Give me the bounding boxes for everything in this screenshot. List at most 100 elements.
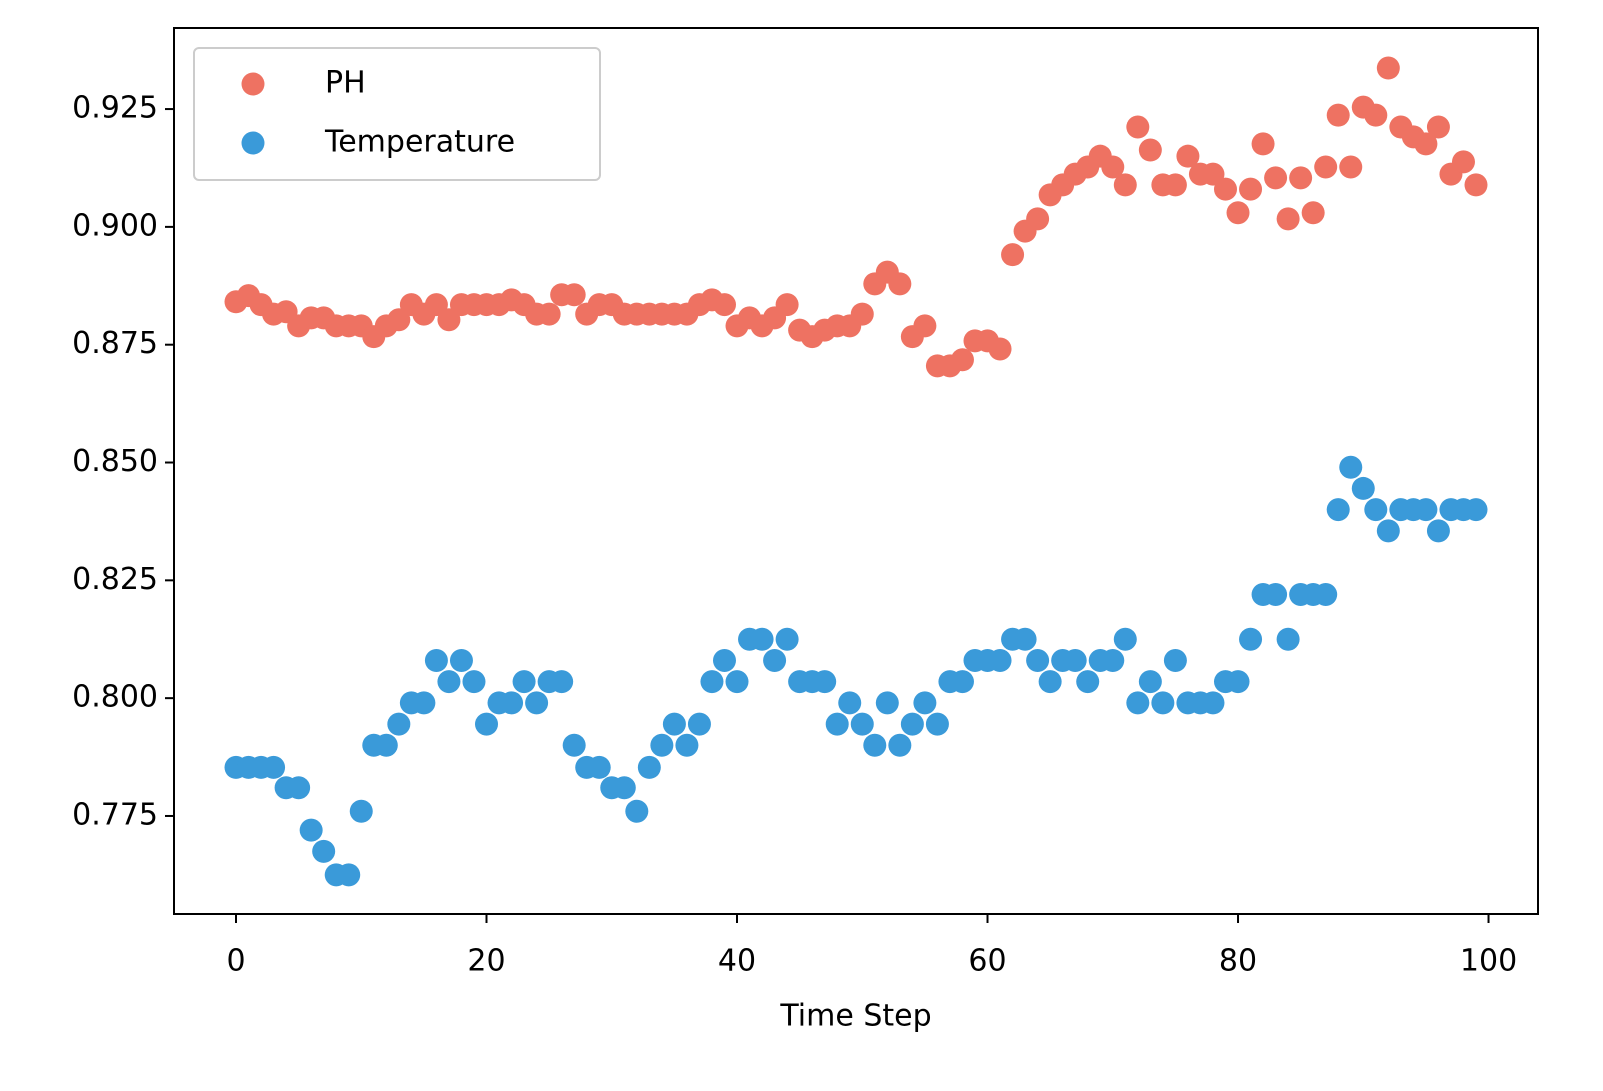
data-point xyxy=(1101,648,1125,672)
data-point xyxy=(262,755,286,779)
y-tick-label: 0.825 xyxy=(72,562,158,597)
data-point xyxy=(1138,138,1162,162)
data-point xyxy=(1038,670,1062,694)
data-point xyxy=(312,839,336,863)
data-point xyxy=(299,818,323,842)
data-point xyxy=(1301,201,1325,225)
data-point xyxy=(637,755,661,779)
data-point xyxy=(913,691,937,715)
data-point xyxy=(287,776,311,800)
data-point xyxy=(424,293,448,317)
data-point xyxy=(850,712,874,736)
data-point xyxy=(1076,670,1100,694)
data-point xyxy=(587,755,611,779)
y-tick-label: 0.925 xyxy=(72,91,158,126)
data-point xyxy=(562,283,586,307)
data-point xyxy=(1239,627,1263,651)
data-point xyxy=(437,308,461,332)
data-point xyxy=(1276,627,1300,651)
data-point xyxy=(675,733,699,757)
data-point xyxy=(813,670,837,694)
data-point xyxy=(825,712,849,736)
data-point xyxy=(412,691,436,715)
data-point xyxy=(1326,498,1350,522)
data-point xyxy=(337,863,361,887)
data-point xyxy=(1163,648,1187,672)
data-point xyxy=(1351,476,1375,500)
data-point xyxy=(1026,648,1050,672)
data-point xyxy=(850,302,874,326)
data-point xyxy=(387,308,411,332)
data-point xyxy=(763,648,787,672)
data-point xyxy=(1026,207,1050,231)
data-point xyxy=(662,712,686,736)
data-point xyxy=(1364,498,1388,522)
data-point xyxy=(687,712,711,736)
data-point xyxy=(888,733,912,757)
data-point xyxy=(1339,155,1363,179)
data-point xyxy=(650,733,674,757)
data-point xyxy=(1126,115,1150,139)
data-point xyxy=(1101,155,1125,179)
data-point xyxy=(1251,132,1275,156)
x-axis-label: Time Step xyxy=(779,999,931,1034)
data-point xyxy=(349,799,373,823)
data-point xyxy=(750,627,774,651)
data-point xyxy=(1314,155,1338,179)
data-point xyxy=(988,648,1012,672)
data-point xyxy=(1426,115,1450,139)
data-point xyxy=(625,799,649,823)
y-tick-label: 0.900 xyxy=(72,208,158,243)
data-point xyxy=(1113,173,1137,197)
data-point xyxy=(387,712,411,736)
x-tick-label: 80 xyxy=(1219,944,1257,979)
data-point xyxy=(900,712,924,736)
data-point xyxy=(1451,150,1475,174)
data-point xyxy=(1201,691,1225,715)
data-point xyxy=(462,670,486,694)
legend-label: Temperature xyxy=(324,125,515,160)
data-point xyxy=(1264,166,1288,190)
data-point xyxy=(1113,627,1137,651)
data-point xyxy=(913,314,937,338)
data-point xyxy=(863,733,887,757)
data-point xyxy=(1138,670,1162,694)
y-tick-label: 0.875 xyxy=(72,326,158,361)
data-point xyxy=(875,691,899,715)
y-tick-label: 0.800 xyxy=(72,680,158,715)
data-point xyxy=(700,670,724,694)
data-point xyxy=(1326,103,1350,127)
legend-box xyxy=(193,47,601,181)
data-point xyxy=(838,691,862,715)
legend-marker xyxy=(241,72,265,96)
data-point xyxy=(437,670,461,694)
data-point xyxy=(1426,519,1450,543)
plot-frame xyxy=(173,27,1539,915)
data-point xyxy=(1464,498,1488,522)
data-point xyxy=(1414,132,1438,156)
data-point xyxy=(725,670,749,694)
y-tick-label: 0.775 xyxy=(72,797,158,832)
data-point xyxy=(512,670,536,694)
data-point xyxy=(950,348,974,372)
data-point xyxy=(712,293,736,317)
legend-marker xyxy=(241,131,265,155)
data-point xyxy=(1226,670,1250,694)
y-tick-label: 0.850 xyxy=(72,444,158,479)
data-point xyxy=(988,337,1012,361)
data-point xyxy=(1264,582,1288,606)
data-point xyxy=(1001,243,1025,267)
x-tick-label: 60 xyxy=(968,944,1006,979)
data-point xyxy=(925,712,949,736)
legend-label: PH xyxy=(325,66,366,101)
data-point xyxy=(374,733,398,757)
data-point xyxy=(712,648,736,672)
data-point xyxy=(1213,177,1237,201)
data-point xyxy=(424,648,448,672)
data-point xyxy=(1464,173,1488,197)
data-point xyxy=(775,293,799,317)
data-point xyxy=(1364,103,1388,127)
data-point xyxy=(537,302,561,326)
data-point xyxy=(1376,56,1400,80)
